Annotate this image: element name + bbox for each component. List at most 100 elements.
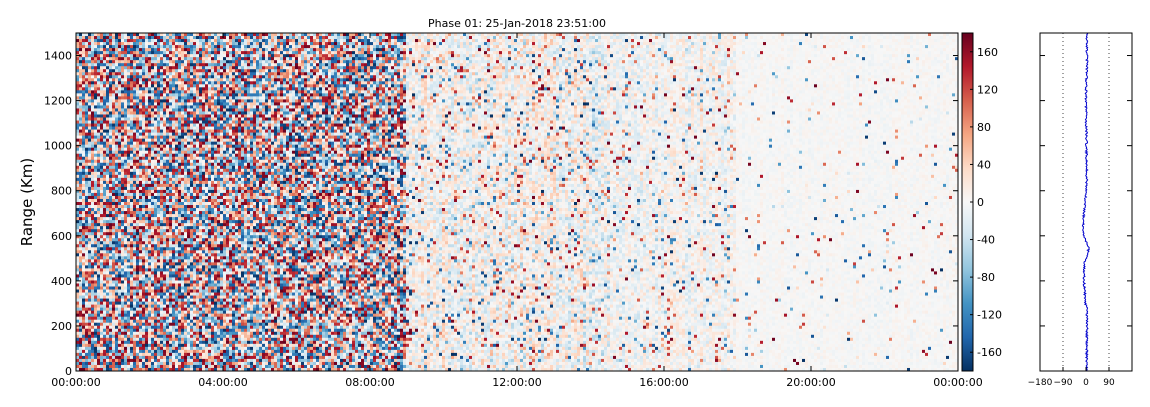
heatmap-cell: [121, 358, 125, 363]
heatmap-cell: [118, 177, 122, 182]
heatmap-cell: [157, 81, 161, 85]
heatmap-cell: [124, 117, 128, 121]
heatmap-cell: [136, 120, 140, 124]
heatmap-cell: [130, 81, 134, 85]
heatmap-cell: [205, 259, 209, 263]
heatmap-cell: [85, 331, 89, 336]
heatmap-cell: [124, 54, 128, 58]
heatmap-cell: [157, 192, 161, 197]
heatmap-cell: [91, 274, 95, 278]
heatmap-cell: [94, 159, 98, 164]
heatmap-cell: [97, 274, 101, 278]
heatmap-cell: [178, 355, 182, 360]
heatmap-cell: [82, 135, 86, 140]
heatmap-cell: [157, 69, 161, 73]
heatmap-cell: [112, 211, 116, 215]
heatmap-cell: [103, 135, 107, 140]
heatmap-cell: [112, 105, 116, 109]
heatmap-cell: [85, 63, 89, 67]
heatmap-cell: [97, 208, 101, 212]
heatmap-cell: [139, 274, 143, 278]
heatmap-cell: [148, 171, 152, 176]
heatmap-cell: [193, 313, 197, 318]
heatmap-cell: [76, 205, 80, 209]
heatmap-cell: [136, 66, 140, 70]
heatmap-cell: [82, 63, 86, 67]
heatmap-cell: [163, 81, 167, 85]
heatmap-cell: [82, 147, 86, 152]
heatmap-cell: [112, 361, 116, 366]
heatmap-cell: [115, 259, 119, 263]
heatmap-cell: [94, 48, 98, 52]
heatmap-cell: [130, 84, 134, 88]
heatmap-cell: [97, 198, 101, 203]
heatmap-cell: [181, 183, 185, 188]
heatmap-cell: [187, 238, 191, 242]
heatmap-cell: [139, 84, 143, 88]
heatmap-cell: [190, 162, 194, 167]
heatmap-cell: [187, 211, 191, 215]
heatmap-cell: [76, 111, 80, 115]
heatmap-cell: [106, 87, 110, 91]
heatmap-cell: [82, 319, 86, 324]
heatmap-cell: [112, 177, 116, 182]
heatmap-cell: [88, 319, 92, 324]
heatmap-cell: [121, 340, 125, 345]
heatmap-cell: [97, 171, 101, 176]
heatmap-cell: [154, 361, 158, 366]
heatmap-cell: [181, 177, 185, 182]
heatmap-cell: [136, 180, 140, 185]
heatmap-cell: [193, 135, 197, 140]
heatmap-cell: [103, 358, 107, 363]
heatmap-cell: [103, 48, 107, 52]
heatmap-cell: [142, 340, 146, 345]
heatmap-cell: [172, 367, 176, 372]
heatmap-cell: [124, 141, 128, 146]
heatmap-cell: [172, 304, 176, 309]
heatmap-cell: [175, 96, 179, 100]
heatmap-cell: [145, 33, 149, 37]
heatmap-cell: [208, 180, 212, 185]
heatmap-cell: [139, 165, 143, 170]
heatmap-cell: [160, 328, 164, 333]
heatmap-cell: [145, 120, 149, 124]
heatmap-cell: [94, 150, 98, 155]
heatmap-cell: [148, 144, 152, 149]
heatmap-cell: [181, 138, 185, 143]
heatmap-cell: [157, 117, 161, 121]
heatmap-cell: [145, 189, 149, 194]
heatmap-cell: [76, 63, 80, 67]
heatmap-cell: [181, 364, 185, 369]
heatmap-cell: [172, 232, 176, 236]
heatmap-cell: [109, 286, 113, 290]
heatmap-cell: [76, 268, 80, 272]
heatmap-cell: [82, 54, 86, 58]
heatmap-cell: [157, 198, 161, 203]
heatmap-cell: [115, 295, 119, 299]
heatmap-cell: [181, 111, 185, 115]
heatmap-cell: [82, 165, 86, 170]
heatmap-cell: [166, 295, 170, 299]
heatmap-cell: [151, 277, 155, 281]
heatmap-cell: [79, 159, 83, 164]
heatmap-cell: [184, 310, 188, 315]
heatmap-cell: [181, 220, 185, 224]
heatmap-cell: [124, 313, 128, 318]
heatmap-cell: [109, 81, 113, 85]
heatmap-cell: [166, 81, 170, 85]
heatmap-cell: [130, 126, 134, 130]
heatmap-cell: [85, 208, 89, 212]
heatmap-cell: [91, 286, 95, 290]
heatmap-cell: [169, 268, 173, 272]
heatmap-cell: [106, 171, 110, 176]
heatmap-cell: [133, 283, 137, 287]
heatmap-cell: [193, 226, 197, 230]
heatmap-cell: [175, 93, 179, 97]
heatmap-cell: [148, 165, 152, 170]
heatmap-cell: [112, 51, 116, 55]
heatmap-cell: [118, 367, 122, 372]
heatmap-cell: [97, 286, 101, 290]
heatmap-cell: [160, 48, 164, 52]
heatmap-cell: [148, 126, 152, 130]
heatmap-cell: [202, 247, 206, 251]
